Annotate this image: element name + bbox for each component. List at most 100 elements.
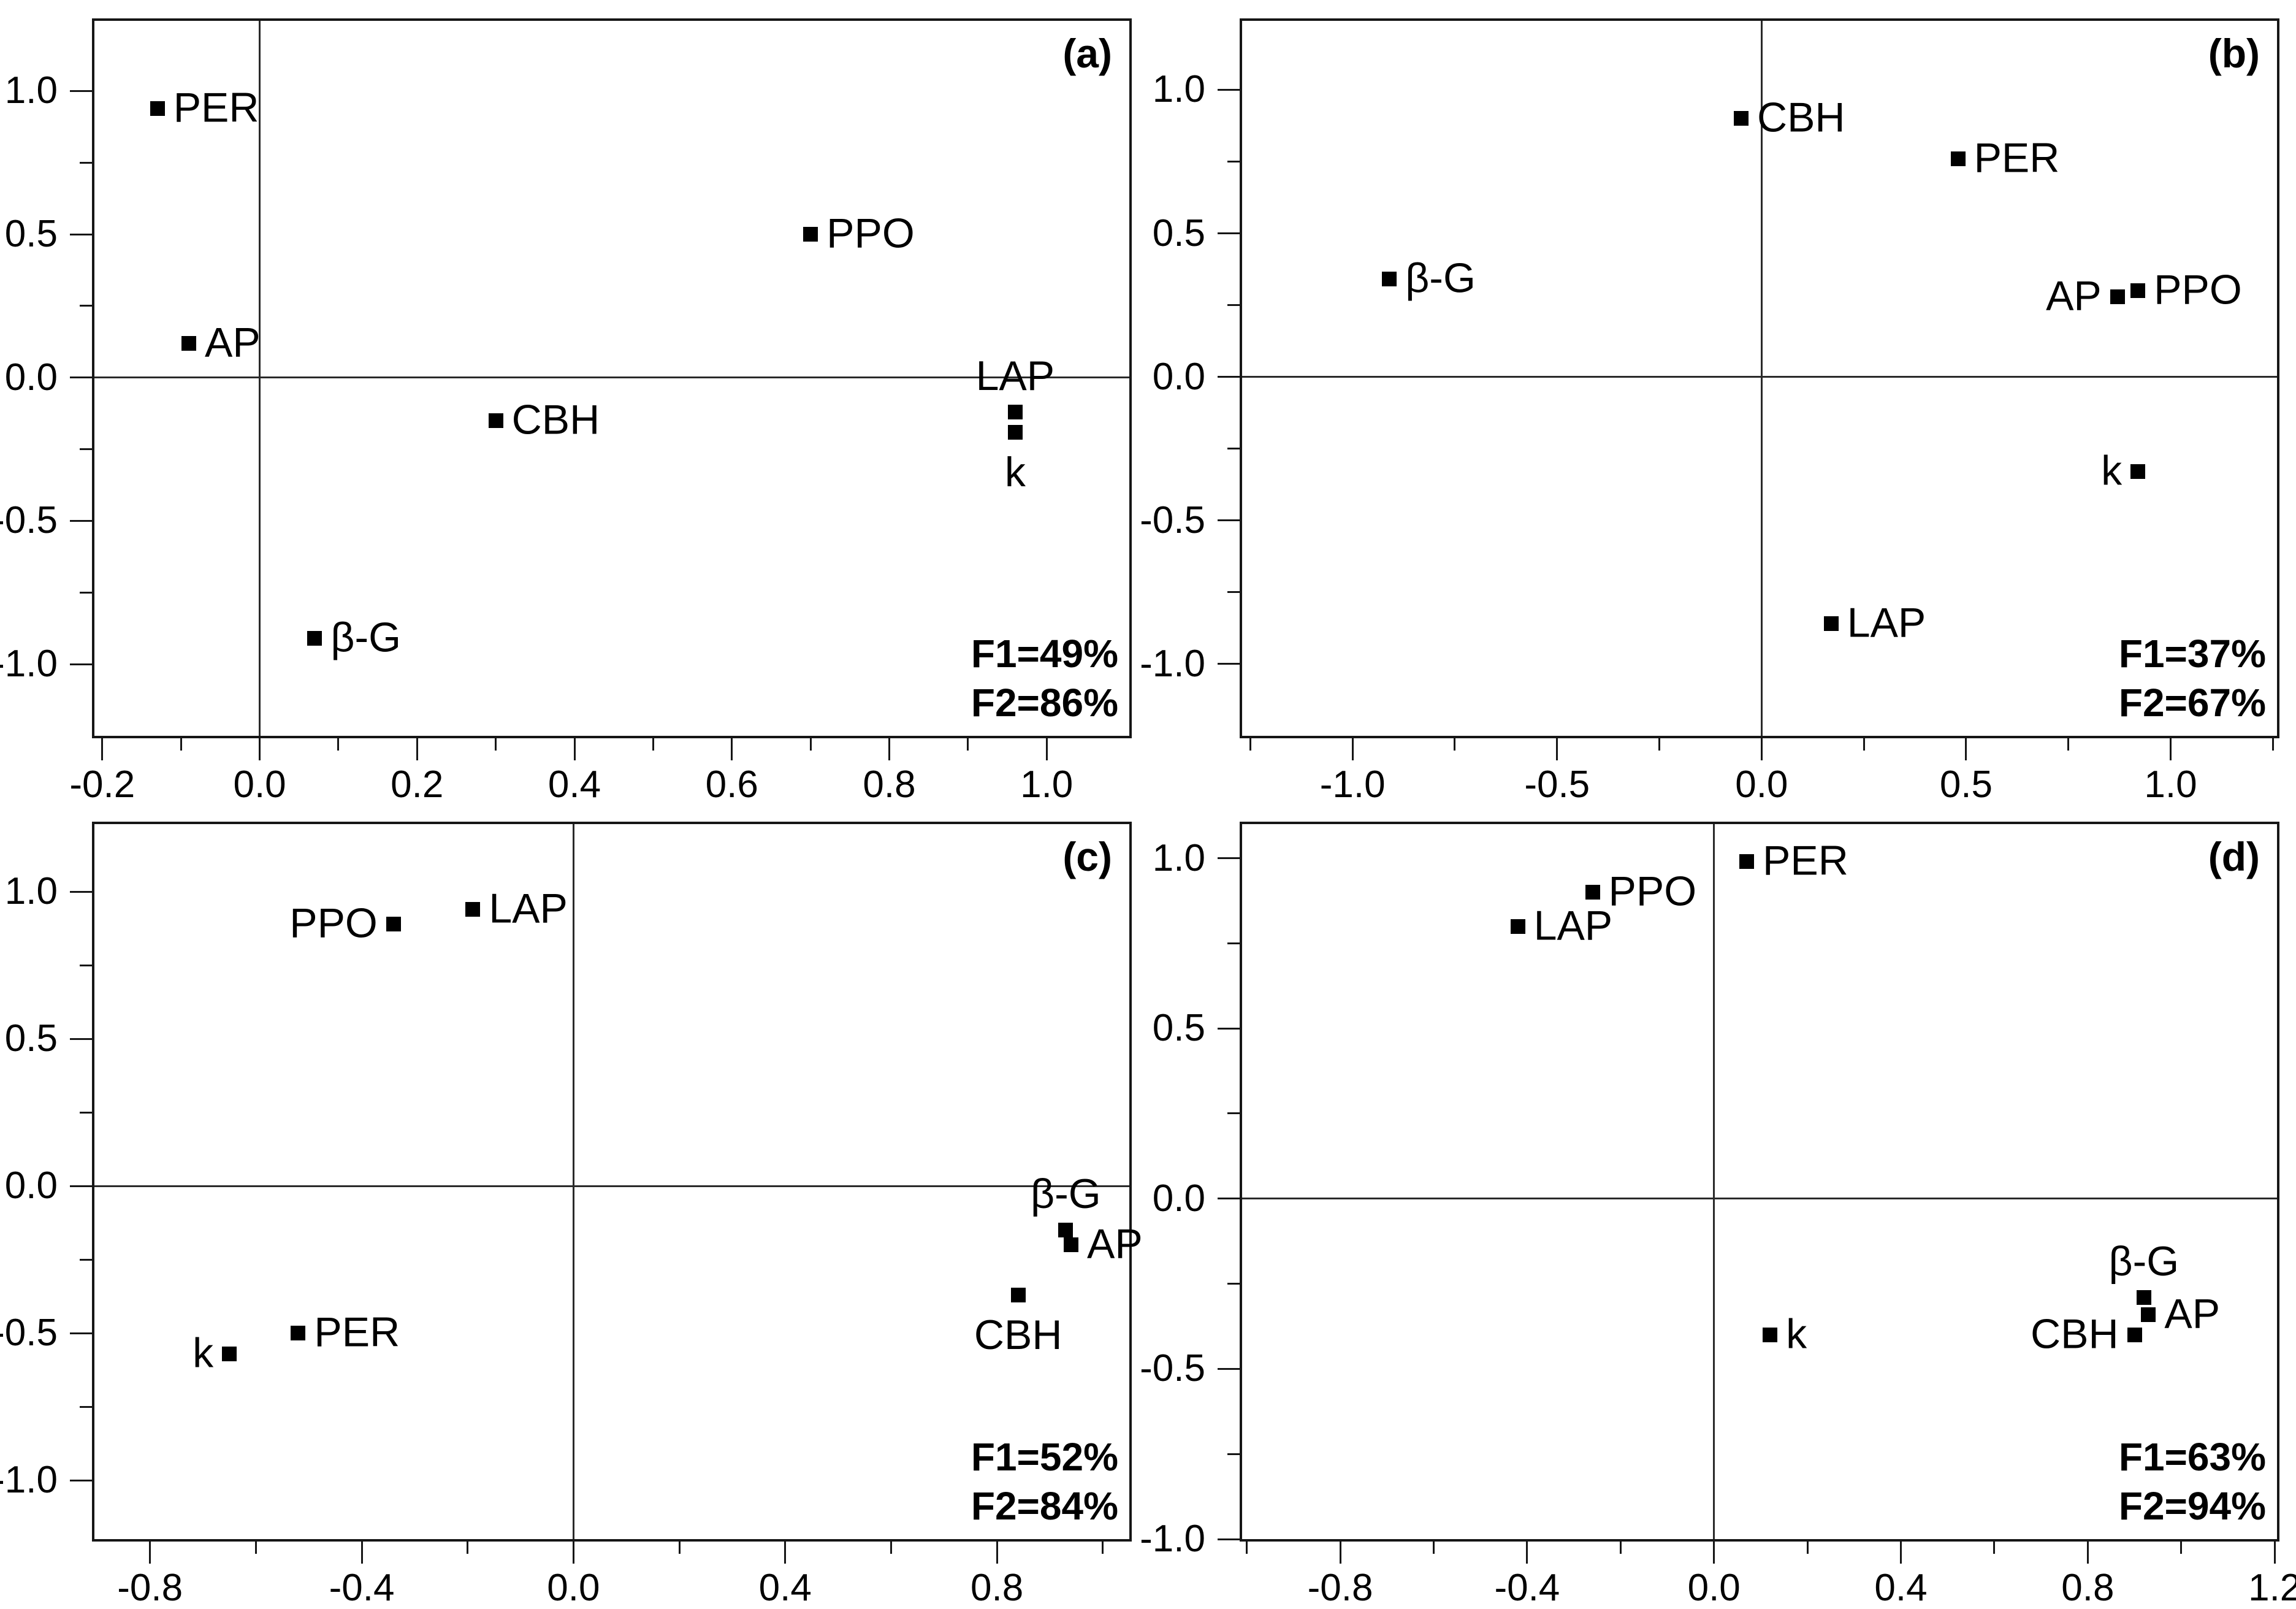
x-major-tick [1556,738,1558,760]
f1-text: F1=52% [971,1435,1118,1479]
y-major-tick [70,90,92,92]
data-point-marker-PPO [2130,283,2146,299]
data-point-marker-CBH [488,413,503,428]
y-minor-tick [1227,448,1240,450]
x-major-tick [149,1542,151,1564]
y-tick-label: 1.0 [4,870,58,913]
x-major-tick [572,1542,574,1564]
data-point-marker-AP [1064,1237,1079,1253]
data-point-label-CBH: CBH [511,396,600,443]
data-point-label-k: k [1004,448,1026,495]
data-point-label-k: k [193,1329,214,1377]
data-point-label-PPO: PPO [826,210,915,257]
x-tick-label: 0.4 [1874,1567,1928,1609]
data-point-label-LAP: LAP [975,352,1055,399]
y-major-tick [1218,519,1240,522]
x-tick-label: 0.4 [758,1567,812,1609]
x-tick-label: -0.8 [117,1567,183,1609]
y-minor-tick [80,305,92,307]
x-major-tick [1965,738,1967,760]
x-major-tick [2170,738,2172,760]
x-major-tick [784,1542,787,1564]
variance-stats: F1=63% F2=94% [2119,1432,2266,1531]
x-tick-label: 1.0 [2144,763,2197,806]
data-point-label-CBH: CBH [1756,94,1845,141]
data-point-label-β-G: β-G [330,614,402,661]
data-point-marker-CBH [1733,111,1749,126]
panel-letter: (b) [2208,31,2260,76]
x-tick-label: -0.2 [69,763,135,806]
x-minor-tick [495,738,497,751]
data-point-marker-PPO [386,917,401,932]
data-point-marker-β-G [307,631,322,646]
y-minor-tick [1227,591,1240,594]
zero-line-horizontal [94,376,1129,379]
plot-area-c: (c) F1=52% F2=84% -0.8 -0.4 0.0 0.4 0.8 -1.0 -… [0,822,1143,1608]
y-minor-tick [80,161,92,164]
x-minor-tick [890,1542,892,1554]
data-point-marker-LAP [465,902,481,917]
f1-text: F1=49% [971,632,1118,676]
data-point-marker-LAP [1007,404,1023,419]
x-minor-tick [1658,738,1661,751]
x-major-tick [360,1542,363,1564]
y-minor-tick [80,448,92,451]
y-tick-label: 0.0 [1152,1177,1205,1220]
y-major-tick [70,1038,92,1040]
data-point-marker-LAP [1823,616,1839,632]
zero-line-horizontal [1242,376,2277,378]
zero-line-vertical [1760,21,1763,736]
plot-area-d: (d) F1=63% F2=94% -0.8 -0.4 0.0 0.4 0.8 1.2 -1… [1140,822,2296,1608]
y-tick-label: -1.0 [0,1459,58,1502]
data-point-label-AP: AP [2164,1290,2221,1337]
x-tick-label: -0.4 [1494,1567,1560,1609]
x-tick-label: -0.4 [329,1567,395,1609]
y-major-tick [70,890,92,893]
data-point-label-PER: PER [173,84,259,131]
data-point-marker-AP [181,335,197,351]
x-tick-label: 0.8 [863,763,916,806]
y-tick-label: -1.0 [1140,642,1205,685]
data-point-label-k: k [2101,447,2122,494]
f1-text: F1=37% [2118,632,2266,676]
scatter-panel-b: (b) F1=37% F2=67% -1.0 -0.5 0.0 0.5 1.0 -1.0 -… [1140,0,2295,804]
x-minor-tick [2067,738,2070,751]
y-major-tick [70,1479,92,1481]
x-minor-tick [1806,1542,1809,1554]
x-tick-label: -0.5 [1524,763,1590,806]
x-tick-label: 0.8 [971,1567,1024,1609]
x-major-tick [573,738,576,760]
x-tick-label: 0.8 [2061,1567,2115,1609]
y-major-tick [1218,1198,1240,1200]
x-minor-tick [1249,738,1251,751]
panel-letter: (a) [1062,31,1112,76]
x-minor-tick [1246,1542,1248,1554]
y-major-tick [70,1185,92,1187]
zero-line-horizontal [1242,1198,2277,1200]
x-tick-label: 0.5 [1939,763,1993,806]
y-major-tick [1218,1027,1240,1030]
x-major-tick [1760,738,1763,760]
f2-text: F2=86% [971,681,1118,725]
data-point-marker-PPO [1585,885,1600,900]
x-minor-tick [967,738,969,751]
data-point-marker-β-G [1382,272,1397,287]
y-tick-label: -1.0 [0,643,58,686]
x-minor-tick [254,1542,257,1554]
x-major-tick [1045,738,1048,760]
data-point-label-LAP: LAP [489,885,568,932]
x-tick-label: 0.4 [547,763,601,806]
plot-area-b: (b) F1=37% F2=67% -1.0 -0.5 0.0 0.5 1.0 -1.0 -… [1140,18,2279,804]
x-major-tick [101,738,104,760]
zero-line-vertical [1713,824,1715,1539]
data-point-label-PPO: PPO [289,900,378,947]
data-point-label-k: k [1786,1310,1807,1358]
y-tick-label: 1.0 [4,69,58,112]
data-point-marker-k [1763,1327,1778,1342]
data-point-marker-CBH [2127,1327,2142,1342]
x-minor-tick [180,738,182,751]
y-major-tick [70,376,92,379]
data-point-label-β-G: β-G [2108,1237,2180,1285]
y-minor-tick [80,1258,92,1261]
data-point-label-LAP: LAP [1533,902,1613,949]
